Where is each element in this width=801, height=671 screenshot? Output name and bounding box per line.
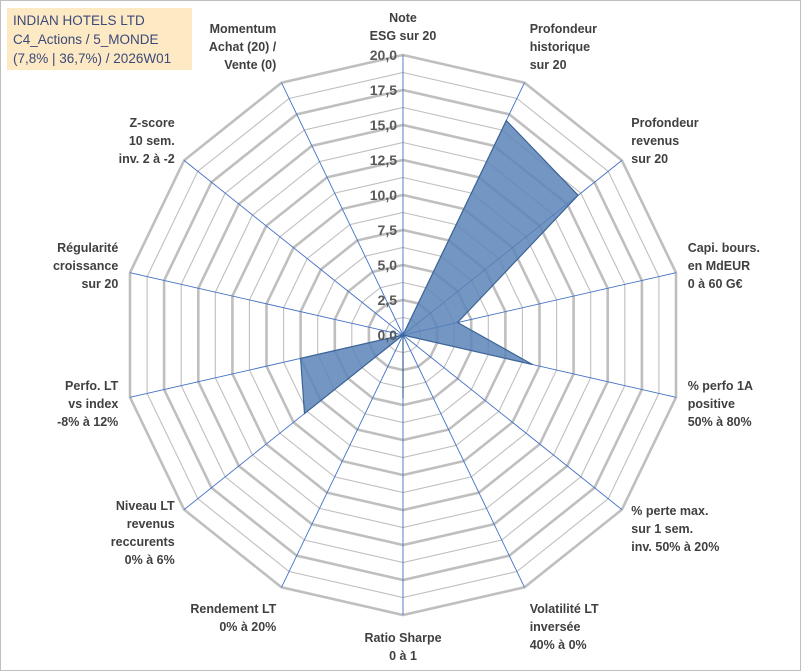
- tick-label: 20,0: [370, 47, 397, 63]
- chart-title-box: INDIAN HOTELS LTD C4_Actions / 5_MONDE (…: [7, 8, 192, 70]
- tick-label: 5,0: [378, 257, 398, 273]
- axis-spoke: [402, 334, 525, 588]
- radar-series: [299, 119, 579, 415]
- title-line-category: C4_Actions / 5_MONDE: [13, 32, 159, 47]
- axis-label: Profondeur historique sur 20: [530, 22, 597, 72]
- tick-label: 10,0: [370, 187, 397, 203]
- axis-spoke: [402, 334, 623, 510]
- radar-tick-labels: 0,0 2,5 5,0 7,5 10,0 12,5 15,0 17,5 20,0: [370, 47, 397, 343]
- tick-label: 7,5: [378, 222, 398, 238]
- axis-label: Capi. bours. en MdEUR 0 à 60 G€: [688, 241, 760, 291]
- radar-axis-labels: Note ESG sur 20 Profondeur historique sur 20…: [53, 11, 760, 663]
- axis-label: Régularité croissance sur 20: [53, 241, 118, 291]
- tick-label: 2,5: [378, 292, 398, 308]
- axis-label: Niveau LT revenus reccurents 0% à 6%: [111, 499, 175, 567]
- axis-label: Note ESG sur 20: [370, 11, 437, 43]
- axis-label: % perte max. sur 1 sem. inv. 50% à 20%: [631, 504, 719, 554]
- axis-label: Perfo. LT vs index -8% à 12%: [57, 379, 119, 429]
- title-line-stats: (7,8% | 36,7%) / 2026W01: [13, 51, 172, 66]
- axis-label: Rendement LT 0% à 20%: [190, 602, 276, 634]
- axis-label: Profondeur revenus sur 20: [631, 116, 698, 166]
- tick-label: 17,5: [370, 82, 397, 98]
- axis-label: Volatilité LT inversée 40% à 0%: [530, 602, 599, 652]
- tick-label: 15,0: [370, 117, 397, 133]
- axis-label: Ratio Sharpe 0 à 1: [364, 631, 441, 663]
- title-line-company: INDIAN HOTELS LTD: [13, 13, 145, 28]
- axis-spoke: [129, 272, 404, 336]
- axis-label: Z-score 10 sem. inv. 2 à -2: [119, 116, 175, 166]
- axis-spoke: [183, 160, 404, 336]
- tick-label: 12,5: [370, 152, 397, 168]
- axis-spoke: [281, 334, 404, 588]
- tick-label: 0,0: [378, 327, 398, 343]
- axis-label: % perfo 1A positive 50% à 80%: [688, 379, 753, 429]
- axis-spoke: [281, 82, 404, 336]
- axis-label: Momentum Achat (20) / Vente (0): [209, 22, 277, 72]
- series-area: [299, 119, 579, 415]
